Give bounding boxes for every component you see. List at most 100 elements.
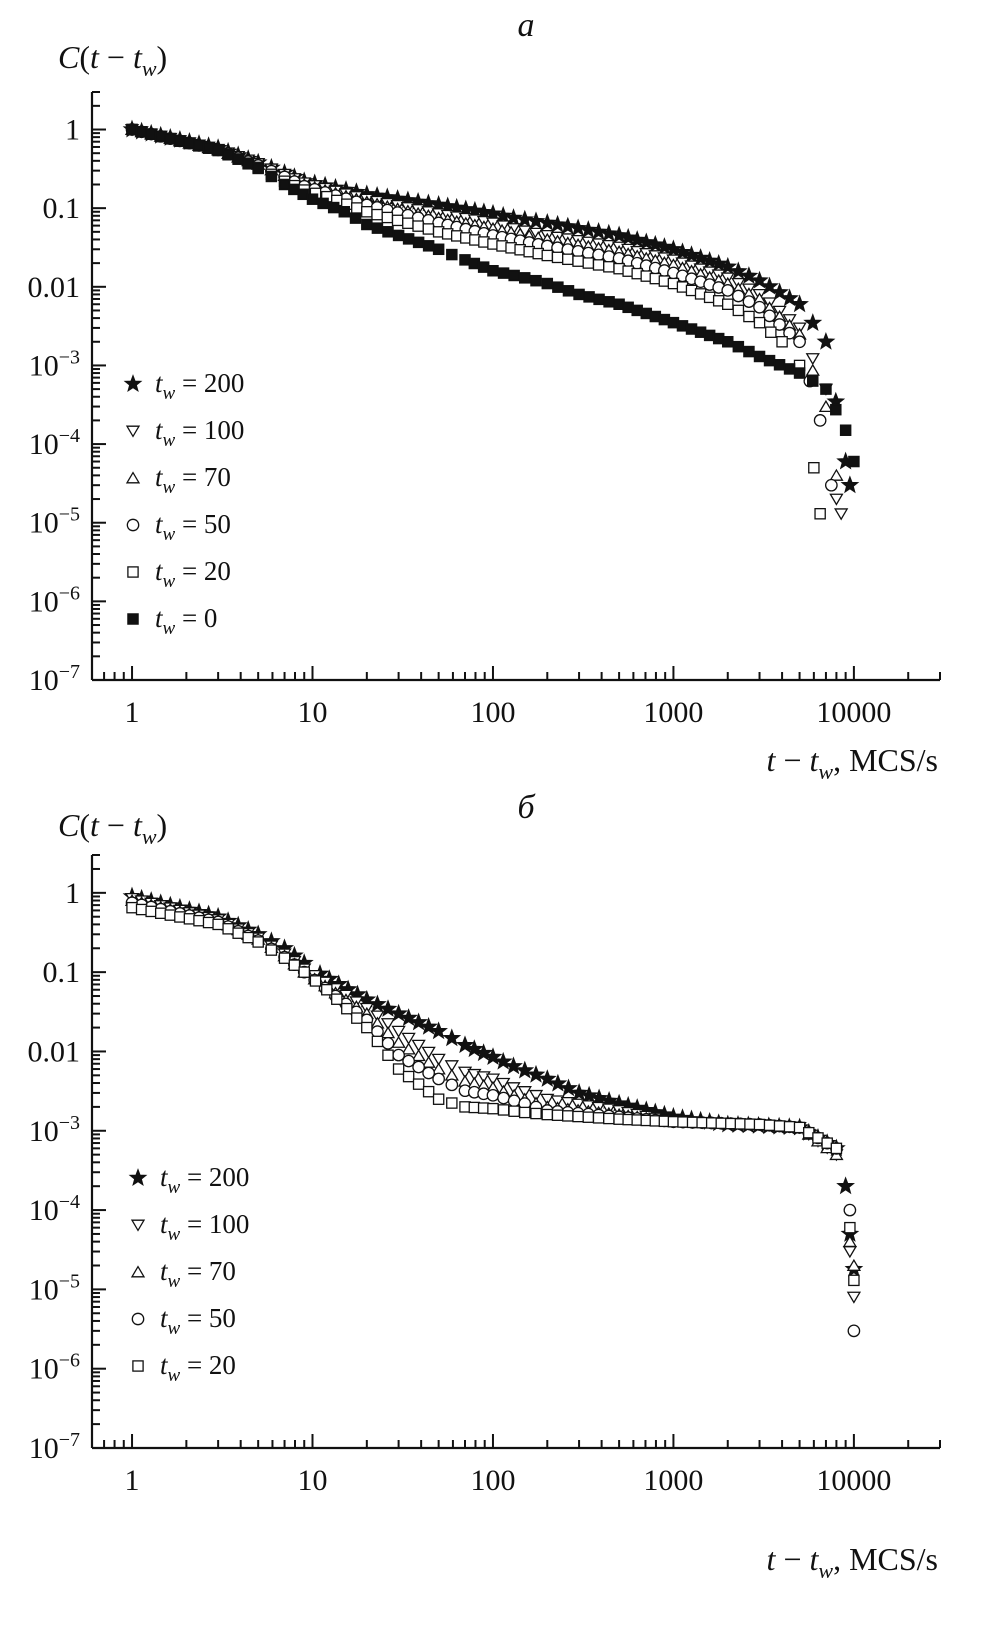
data-point [474,1043,494,1062]
data-point [783,1120,796,1133]
data-point [485,1073,501,1086]
y-tick-label: 10−5 [29,1270,80,1306]
data-point [483,1047,503,1065]
data-point [803,313,823,331]
data-point [402,1070,415,1083]
data-point [667,1115,680,1128]
data-point [487,1102,499,1115]
data-point [571,244,585,258]
data-point [515,1060,535,1079]
data-point [382,226,394,238]
data-point [572,255,584,267]
legend-item: tw = 70 [130,1256,236,1292]
data-point [820,383,832,395]
y-tick-label: 0.01 [28,1035,81,1068]
legend-item: tw = 50 [131,1303,236,1339]
data-point [265,944,278,956]
legend: tw = 200 tw = 100 tw = 70 tw = 50 tw = 20 [128,1162,249,1386]
data-point [763,309,776,323]
data-point [496,1077,511,1090]
data-point [446,248,458,261]
data-point [506,1082,521,1095]
data-point [222,923,234,935]
data-point [722,336,734,348]
data-point [391,214,404,227]
data-point [317,197,329,210]
data-point [429,1021,448,1040]
data-point [568,218,588,237]
legend-marker [132,1360,144,1372]
data-point [773,1120,786,1132]
data-point [734,1118,747,1130]
data-point [371,1025,384,1038]
data-point [744,1118,756,1130]
data-point [518,1106,531,1119]
data-point [515,209,535,228]
data-point [493,1051,513,1070]
data-point [222,148,234,161]
data-point [836,1176,855,1195]
x-tick-label: 10000 [816,1464,891,1497]
data-point [392,1063,405,1075]
data-point [411,1039,426,1052]
data-point [193,914,205,927]
data-point [391,1025,406,1038]
data-point [252,162,264,175]
y-tick-label: 10−7 [29,1429,80,1465]
data-point [465,200,485,219]
data-point [526,211,546,230]
legend-label: tw = 0 [155,603,217,639]
data-point [541,1108,554,1121]
data-point [382,1049,394,1061]
data-point [464,1039,484,1058]
data-point [422,240,435,252]
data-point [718,256,738,275]
data-point [770,282,790,301]
legend-label: tw = 20 [160,1350,236,1386]
data-point [371,1035,384,1048]
data-point [686,1116,699,1129]
legend-item: tw = 200 [128,1162,249,1198]
x-tick-label: 1 [125,696,140,729]
data-point [562,253,574,266]
data-point [447,197,467,216]
data-point [846,1258,862,1271]
data-point [562,285,575,297]
data-point [242,931,254,944]
legend-label: tw = 20 [155,556,231,592]
data-point [507,1094,521,1108]
data-point [164,132,177,145]
data-point [422,223,435,235]
data-point [592,259,605,271]
data-point [583,291,595,303]
data-point [558,216,578,235]
data-point [805,363,820,376]
data-point [351,202,363,214]
y-tick-label: 10−4 [29,425,80,461]
data-point [298,966,310,978]
data-point [773,318,786,331]
data-point [732,340,745,353]
panel-label: б [517,789,536,826]
legend-marker [125,425,141,438]
series-filled_square [126,123,860,468]
y-tick-label: 10−6 [29,582,80,618]
data-point [331,993,343,1005]
data-point [483,203,503,222]
data-point [763,354,776,367]
data-point [288,959,301,971]
y-axis-label: C(t − tw) [58,39,167,81]
data-point [743,345,755,358]
data-point [582,257,595,269]
data-point [739,266,759,284]
data-point [183,137,196,149]
y-tick-label: 1 [65,114,80,147]
data-point [840,475,860,494]
data-point [486,1088,500,1102]
data-point [497,1091,510,1105]
data-point [551,1109,564,1121]
data-point [573,288,585,301]
y-tick-label: 0.1 [43,192,81,225]
data-point [202,141,215,154]
